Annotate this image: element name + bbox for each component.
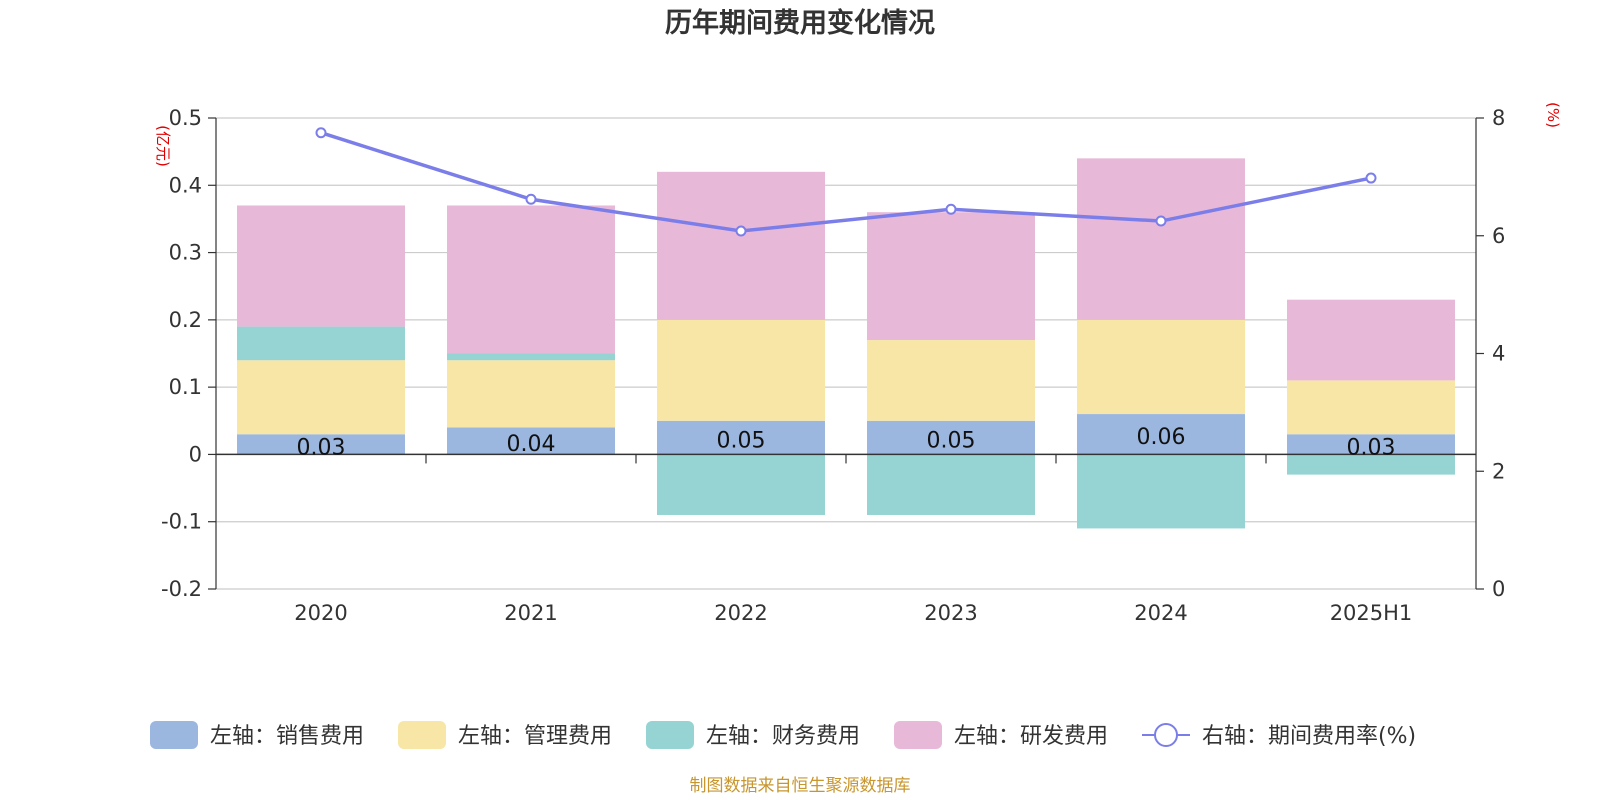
legend-swatch [150,721,198,749]
left-axis-tick-label: 0.3 [169,241,202,265]
bar-segment [1077,414,1245,455]
bar-segment [1077,454,1245,529]
bar-segment [657,420,825,455]
bar-segment [447,427,615,455]
left-axis-tick-label: 0.2 [169,308,202,332]
legend-label: 左轴：管理费用 [458,724,612,749]
legend-label: 左轴：研发费用 [954,724,1108,749]
legend-label: 左轴：财务费用 [706,724,860,749]
right-axis-tick-label: 8 [1492,106,1505,130]
left-axis-tick-label: 0.4 [169,173,202,197]
bar-segment [657,171,825,320]
rate-line-series [315,127,1377,237]
bar-segment [657,319,825,421]
bar-segment [447,353,615,361]
right-axis-tick-label: 2 [1492,459,1505,483]
left-axis-tick-label: -0.2 [161,577,202,601]
bar-segment [867,340,1035,421]
x-axis-tick-label: 2024 [1134,601,1187,625]
bar-segment [1287,380,1455,435]
right-axis-tick-label: 0 [1492,577,1505,601]
data-label: 0.05 [927,429,976,454]
bar-segment [447,360,615,428]
right-axis-tick-label: 4 [1492,342,1505,366]
bar-segment [1077,158,1245,320]
legend-swatch [398,721,446,749]
data-label: 0.03 [297,435,346,460]
bar-segment [1287,434,1455,455]
rate-point [315,127,327,139]
x-axis-tick-label: 2020 [294,601,347,625]
left-axis-tick-label: 0.5 [169,106,202,130]
bar-segment [1287,299,1455,381]
right-axis-unit: (%) [1544,102,1562,128]
bar-segment [237,360,405,435]
left-axis-unit: (亿元) [154,125,172,167]
bar-segment [657,454,825,515]
rate-point [945,203,957,215]
legend-label: 左轴：销售费用 [210,724,364,749]
data-labels: 0.03 0.04 0.05 0.05 0.06 0.03 [297,425,1396,460]
bar-segment [447,205,615,354]
bar-segment [237,326,405,361]
rate-point [1155,215,1167,227]
x-axis-tick-label: 2025H1 [1330,601,1413,625]
legend-label: 右轴：期间费用率(%) [1202,724,1416,749]
left-axis-tick-label: 0 [189,442,202,466]
x-axis-tick-label: 2021 [504,601,557,625]
chart-title: 历年期间费用变化情况 [665,7,935,39]
rate-line [320,131,1372,233]
legend-swatch-marker [1154,723,1178,747]
bar-segment [867,212,1035,341]
bar-segment [237,434,405,455]
rate-point [525,193,537,205]
bar-segment [1287,454,1455,475]
left-axis-tick-label: 0.1 [169,375,202,399]
right-axis-tick-label: 6 [1492,224,1505,248]
x-axis-tick-label: 2023 [924,601,977,625]
data-label: 0.03 [1347,435,1396,460]
rate-point [735,225,747,237]
legend: 左轴：销售费用 左轴：管理费用 左轴：财务费用 左轴：研发费用 右轴：期间费用率(%) [150,721,1416,749]
data-label: 0.06 [1137,425,1186,450]
x-axis-tick-label: 2022 [714,601,767,625]
left-axis-tick-label: -0.1 [161,510,202,534]
rate-point [1365,172,1377,184]
bar-segment [1077,319,1245,415]
legend-swatch [894,721,942,749]
bar-segment [867,454,1035,515]
data-label: 0.04 [507,432,556,457]
source-note: 制图数据来自恒生聚源数据库 [690,776,911,796]
data-label: 0.05 [717,429,766,454]
bar-segment [237,205,405,327]
legend-swatch [646,721,694,749]
bar-series [237,158,1455,529]
bar-segment [867,420,1035,455]
